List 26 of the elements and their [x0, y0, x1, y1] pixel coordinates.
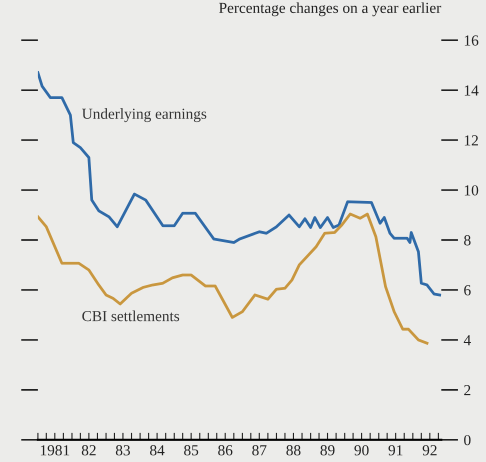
x-tick-label: 86	[218, 445, 232, 456]
x-tick-label: 90	[354, 445, 369, 456]
y-tick-label: 2	[464, 385, 470, 396]
x-tick-label: 84	[150, 445, 164, 456]
x-tick-label: 92	[422, 445, 437, 456]
y-tick-label: 10	[464, 185, 478, 196]
line-series	[38, 212, 428, 345]
x-tick-label: 85	[184, 445, 198, 456]
series-label: Underlying earnings	[82, 108, 206, 122]
x-tick-label: 91	[388, 445, 402, 456]
y-tick-label: 4	[464, 335, 471, 346]
series-label: CBI settlements	[82, 310, 180, 322]
y-axis-title: Percentage changes on a year earlier	[219, 2, 442, 16]
x-tick-label: 88	[286, 445, 301, 456]
line-series	[38, 71, 442, 296]
y-tick-label: 16	[464, 35, 478, 46]
y-tick-label: 12	[464, 135, 478, 146]
x-tick-label: 1981	[40, 445, 70, 456]
y-tick-label: 14	[464, 85, 479, 96]
y-tick-label: 0	[464, 434, 471, 446]
y-tick-label: 8	[464, 235, 471, 246]
x-tick-label: 83	[116, 445, 130, 456]
x-tick-label: 87	[252, 445, 266, 456]
x-tick-label: 89	[320, 445, 335, 456]
y-tick-label: 6	[464, 285, 471, 296]
x-tick-label: 82	[82, 445, 96, 456]
